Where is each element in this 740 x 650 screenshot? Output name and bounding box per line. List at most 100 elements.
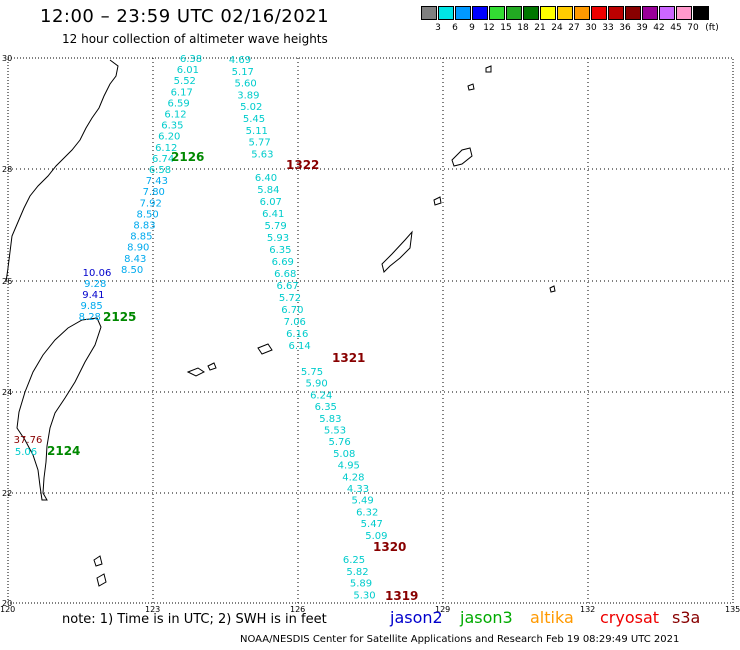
lon-label: 129 bbox=[435, 605, 450, 614]
satellite-label: s3a bbox=[672, 608, 701, 627]
footer-note: note: 1) Time is in UTC; 2) SWH is in fe… bbox=[62, 612, 327, 627]
legend-label: 21 bbox=[534, 23, 546, 33]
wave-height-value: 6.35 bbox=[269, 245, 291, 256]
lon-label: 120 bbox=[0, 605, 15, 614]
wave-height-value: 8.85 bbox=[130, 232, 152, 243]
wave-height-value: 5.47 bbox=[361, 519, 383, 530]
wave-height-value: 5.53 bbox=[324, 426, 346, 437]
wave-height-value: 6.25 bbox=[343, 555, 365, 566]
map-title: 12:00 – 23:59 UTC 02/16/2021 bbox=[40, 6, 330, 27]
lon-label: 132 bbox=[580, 605, 595, 614]
wave-height-value: 5.49 bbox=[351, 496, 373, 507]
wave-height-value: 6.74 bbox=[152, 154, 174, 165]
lat-label: 24 bbox=[2, 388, 12, 397]
wave-height-value: 5.89 bbox=[350, 579, 372, 590]
legend-swatch bbox=[625, 6, 641, 20]
legend-label: 30 bbox=[585, 23, 597, 33]
wave-height-value: 6.38 bbox=[180, 54, 202, 65]
legend-label: 12 bbox=[483, 23, 495, 33]
legend-swatch bbox=[472, 6, 488, 20]
lat-label: 20 bbox=[2, 599, 12, 608]
wave-height-value: 6.16 bbox=[286, 329, 308, 340]
altimeter-tracks: 6.386.015.526.176.596.126.356.206.126.74… bbox=[14, 54, 419, 603]
legend-swatch bbox=[455, 6, 471, 20]
wave-height-value: 6.20 bbox=[158, 132, 180, 143]
wave-height-value: 4.69 bbox=[229, 55, 251, 66]
pass-id-label: 2125 bbox=[103, 310, 136, 324]
legend-label: 39 bbox=[636, 23, 648, 33]
pass-id-label: 2124 bbox=[47, 444, 80, 458]
pass-id-label: 1322 bbox=[286, 158, 319, 172]
legend-label: 6 bbox=[452, 23, 458, 33]
wave-height-value: 5.17 bbox=[232, 67, 254, 78]
wave-height-value: 8.83 bbox=[133, 221, 155, 232]
babuyan-islet bbox=[96, 573, 107, 587]
wave-height-value: 5.08 bbox=[333, 449, 355, 460]
ryukyu-islet-2 bbox=[467, 83, 475, 91]
wave-height-value: 5.76 bbox=[328, 437, 350, 448]
wave-height-value: 6.40 bbox=[255, 173, 277, 184]
wave-height-value: 5.30 bbox=[353, 590, 375, 601]
wave-height-value: 7.06 bbox=[284, 317, 306, 328]
legend-label: 3 bbox=[435, 23, 441, 33]
wave-height-value: 6.01 bbox=[177, 65, 199, 76]
ryukyu-islet-4 bbox=[549, 285, 556, 293]
legend-label: 9 bbox=[469, 23, 475, 33]
wave-height-value: 6.67 bbox=[276, 281, 298, 292]
wave-height-value: 8.50 bbox=[136, 209, 158, 220]
wave-height-value: 7.92 bbox=[140, 198, 162, 209]
amami bbox=[451, 147, 473, 167]
ryukyu-islet-1 bbox=[433, 196, 442, 206]
legend-swatch bbox=[421, 6, 437, 20]
satellite-label: altika bbox=[530, 608, 574, 627]
wave-height-value: 9.41 bbox=[82, 290, 104, 301]
okinawa bbox=[381, 230, 413, 273]
pass-id-label: 2126 bbox=[171, 150, 204, 164]
wave-height-value: 5.60 bbox=[234, 79, 256, 90]
wave-height-value: 4.28 bbox=[342, 472, 364, 483]
wave-height-value: 5.90 bbox=[305, 379, 327, 390]
wave-height-value: 6.59 bbox=[167, 98, 189, 109]
coastlines bbox=[5, 59, 556, 587]
legend-label: 45 bbox=[670, 23, 682, 33]
wave-height-value: 6.68 bbox=[274, 269, 296, 280]
wave-height-value: 37.76 bbox=[14, 435, 43, 446]
wave-height-value: 6.17 bbox=[171, 87, 193, 98]
lon-label: 135 bbox=[725, 605, 740, 614]
wave-height-value: 5.63 bbox=[251, 149, 273, 160]
legend-swatch bbox=[574, 6, 590, 20]
legend-unit: (ft) bbox=[705, 23, 719, 33]
map-border bbox=[7, 57, 734, 604]
legend-swatch bbox=[523, 6, 539, 20]
lon-label: 123 bbox=[145, 605, 160, 614]
miyako-island bbox=[257, 343, 273, 355]
wave-height-value: 8.28 bbox=[79, 312, 101, 323]
satellite-label: jason2 bbox=[390, 608, 443, 627]
wave-height-value: 7.43 bbox=[146, 176, 168, 187]
batan-islet bbox=[93, 555, 103, 567]
legend-label: 24 bbox=[551, 23, 563, 33]
legend-swatch bbox=[506, 6, 522, 20]
taiwan-coast bbox=[16, 317, 102, 501]
wave-height-value: 6.41 bbox=[262, 209, 284, 220]
ishigaki-island bbox=[186, 367, 205, 377]
wave-height-value: 6.12 bbox=[155, 143, 177, 154]
wave-height-value: 5.45 bbox=[243, 114, 265, 125]
legend-swatch bbox=[489, 6, 505, 20]
china-coast bbox=[5, 59, 119, 283]
legend-swatch bbox=[642, 6, 658, 20]
wave-height-value: 9.85 bbox=[80, 301, 102, 312]
legend-label: 33 bbox=[602, 23, 614, 33]
wave-height-value: 5.84 bbox=[257, 185, 279, 196]
wave-height-value: 5.93 bbox=[267, 233, 289, 244]
satellite-label: jason3 bbox=[460, 608, 513, 627]
wave-height-value: 8.50 bbox=[121, 265, 143, 276]
wave-height-value: 5.79 bbox=[264, 221, 286, 232]
wave-height-value: 6.70 bbox=[281, 305, 303, 316]
wave-height-value: 5.72 bbox=[279, 293, 301, 304]
legend-label: 36 bbox=[619, 23, 631, 33]
wave-height-value: 5.77 bbox=[248, 138, 270, 149]
wave-height-value: 5.52 bbox=[174, 76, 196, 87]
wave-height-value: 6.35 bbox=[161, 121, 183, 132]
